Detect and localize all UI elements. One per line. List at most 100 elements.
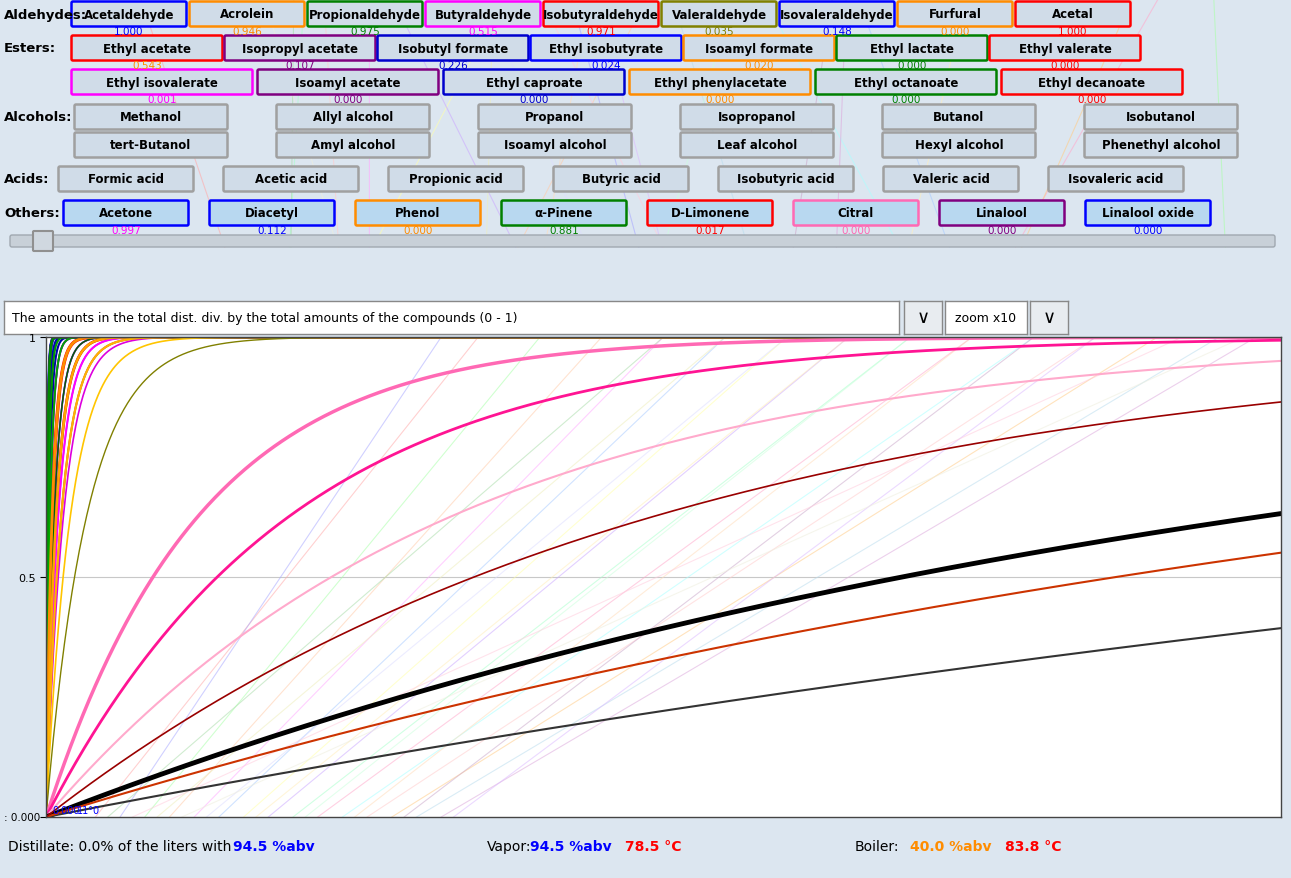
Text: Formic acid: Formic acid <box>88 173 164 186</box>
FancyBboxPatch shape <box>501 201 626 227</box>
Text: 0.000: 0.000 <box>519 95 549 104</box>
Text: Linalool: Linalool <box>976 207 1028 220</box>
Text: Ethyl octanoate: Ethyl octanoate <box>853 76 958 90</box>
FancyBboxPatch shape <box>75 133 227 158</box>
Text: 0.971: 0.971 <box>586 27 616 37</box>
Text: : 0.000: : 0.000 <box>4 812 40 822</box>
FancyBboxPatch shape <box>257 70 439 96</box>
FancyBboxPatch shape <box>1016 3 1131 27</box>
Text: zoom x10: zoom x10 <box>955 312 1016 325</box>
FancyBboxPatch shape <box>683 37 834 61</box>
Text: 11°0: 11°0 <box>77 804 99 815</box>
Text: Aldehydes:: Aldehydes: <box>4 9 86 21</box>
Text: Valeraldehyde: Valeraldehyde <box>671 9 767 21</box>
FancyBboxPatch shape <box>989 37 1140 61</box>
Text: Hexyl alcohol: Hexyl alcohol <box>915 140 1003 152</box>
FancyBboxPatch shape <box>780 3 895 27</box>
Text: D-Limonene: D-Limonene <box>670 207 750 220</box>
FancyBboxPatch shape <box>1002 70 1183 96</box>
Text: 0.000: 0.000 <box>1133 226 1163 235</box>
Text: 0.000: 0.000 <box>891 95 920 104</box>
Text: Isoamyl acetate: Isoamyl acetate <box>296 76 400 90</box>
Text: 0.000: 0.000 <box>1051 61 1079 71</box>
Text: 94.5 %abv: 94.5 %abv <box>531 839 612 853</box>
Text: 0.543: 0.543 <box>132 61 161 71</box>
Text: Ethyl valerate: Ethyl valerate <box>1019 42 1112 55</box>
Text: Propanol: Propanol <box>525 112 585 125</box>
FancyBboxPatch shape <box>355 201 480 227</box>
FancyBboxPatch shape <box>837 37 988 61</box>
Text: ∨: ∨ <box>917 309 930 327</box>
FancyBboxPatch shape <box>479 133 631 158</box>
Text: Butyric acid: Butyric acid <box>581 173 661 186</box>
Text: 94.5 %abv: 94.5 %abv <box>232 839 315 853</box>
FancyBboxPatch shape <box>276 105 430 130</box>
Text: Allyl alcohol: Allyl alcohol <box>312 112 394 125</box>
Text: Isovaleraldehyde: Isovaleraldehyde <box>780 9 893 21</box>
FancyBboxPatch shape <box>1048 168 1184 192</box>
Text: Isobutanol: Isobutanol <box>1126 112 1195 125</box>
FancyBboxPatch shape <box>75 105 227 130</box>
Text: Alcohols:: Alcohols: <box>4 112 72 125</box>
Text: 0.001: 0.001 <box>147 95 177 104</box>
Text: Isopropyl acetate: Isopropyl acetate <box>241 42 358 55</box>
FancyBboxPatch shape <box>10 235 1276 248</box>
FancyBboxPatch shape <box>897 3 1012 27</box>
Text: Ethyl decanoate: Ethyl decanoate <box>1038 76 1145 90</box>
Text: 1.000: 1.000 <box>114 27 143 37</box>
Text: Isobutyraldehyde: Isobutyraldehyde <box>544 9 658 21</box>
Text: 0.112: 0.112 <box>257 226 287 235</box>
FancyBboxPatch shape <box>719 168 853 192</box>
FancyBboxPatch shape <box>190 3 305 27</box>
FancyBboxPatch shape <box>883 168 1019 192</box>
FancyBboxPatch shape <box>479 105 631 130</box>
Text: Amyl alcohol: Amyl alcohol <box>311 140 395 152</box>
FancyBboxPatch shape <box>680 133 834 158</box>
FancyBboxPatch shape <box>58 168 194 192</box>
FancyBboxPatch shape <box>389 168 523 192</box>
FancyBboxPatch shape <box>307 3 422 27</box>
Text: 0.000: 0.000 <box>333 95 363 104</box>
Text: Phenethyl alcohol: Phenethyl alcohol <box>1101 140 1220 152</box>
Text: Acetaldehyde: Acetaldehyde <box>84 9 174 21</box>
Text: Isobutyric acid: Isobutyric acid <box>737 173 835 186</box>
Text: Propionic acid: Propionic acid <box>409 173 503 186</box>
Text: 0.017: 0.017 <box>695 226 724 235</box>
Text: 0.946: 0.946 <box>232 27 262 37</box>
Text: 40.0 %abv: 40.0 %abv <box>910 839 991 853</box>
Text: Valeric acid: Valeric acid <box>913 173 989 186</box>
Text: Butanol: Butanol <box>933 112 985 125</box>
Text: Ethyl acetate: Ethyl acetate <box>103 42 191 55</box>
Text: 0.000: 0.000 <box>988 226 1017 235</box>
Text: Distillate: 0.0% of the liters with: Distillate: 0.0% of the liters with <box>8 839 231 853</box>
Text: Acetal: Acetal <box>1052 9 1093 21</box>
FancyBboxPatch shape <box>1086 201 1211 227</box>
FancyBboxPatch shape <box>377 37 528 61</box>
Text: Ethyl phenylacetate: Ethyl phenylacetate <box>653 76 786 90</box>
Text: 0.000: 0.000 <box>897 61 927 71</box>
Text: 0.975: 0.975 <box>350 27 380 37</box>
Text: 78.5 °C: 78.5 °C <box>625 839 682 853</box>
Text: 0.000: 0.000 <box>1077 95 1106 104</box>
Text: 0.000: 0.000 <box>705 95 735 104</box>
Text: Acetic acid: Acetic acid <box>254 173 327 186</box>
FancyBboxPatch shape <box>531 37 682 61</box>
FancyBboxPatch shape <box>71 70 253 96</box>
FancyBboxPatch shape <box>276 133 430 158</box>
Text: Ethyl caproate: Ethyl caproate <box>485 76 582 90</box>
Text: Ethyl isovalerate: Ethyl isovalerate <box>106 76 218 90</box>
Text: ∨: ∨ <box>1042 309 1056 327</box>
FancyBboxPatch shape <box>883 105 1035 130</box>
Text: Linalool oxide: Linalool oxide <box>1103 207 1194 220</box>
Text: Isobutyl formate: Isobutyl formate <box>398 42 509 55</box>
Text: 0.881: 0.881 <box>549 226 578 235</box>
Text: α-Pinene: α-Pinene <box>534 207 593 220</box>
FancyBboxPatch shape <box>71 3 186 27</box>
FancyBboxPatch shape <box>661 3 776 27</box>
Text: 0.020: 0.020 <box>744 61 773 71</box>
Text: Isoamyl alcohol: Isoamyl alcohol <box>503 140 607 152</box>
Text: 0.107: 0.107 <box>285 61 315 71</box>
FancyBboxPatch shape <box>63 201 188 227</box>
Text: 0.000: 0.000 <box>403 226 432 235</box>
FancyBboxPatch shape <box>1084 133 1238 158</box>
